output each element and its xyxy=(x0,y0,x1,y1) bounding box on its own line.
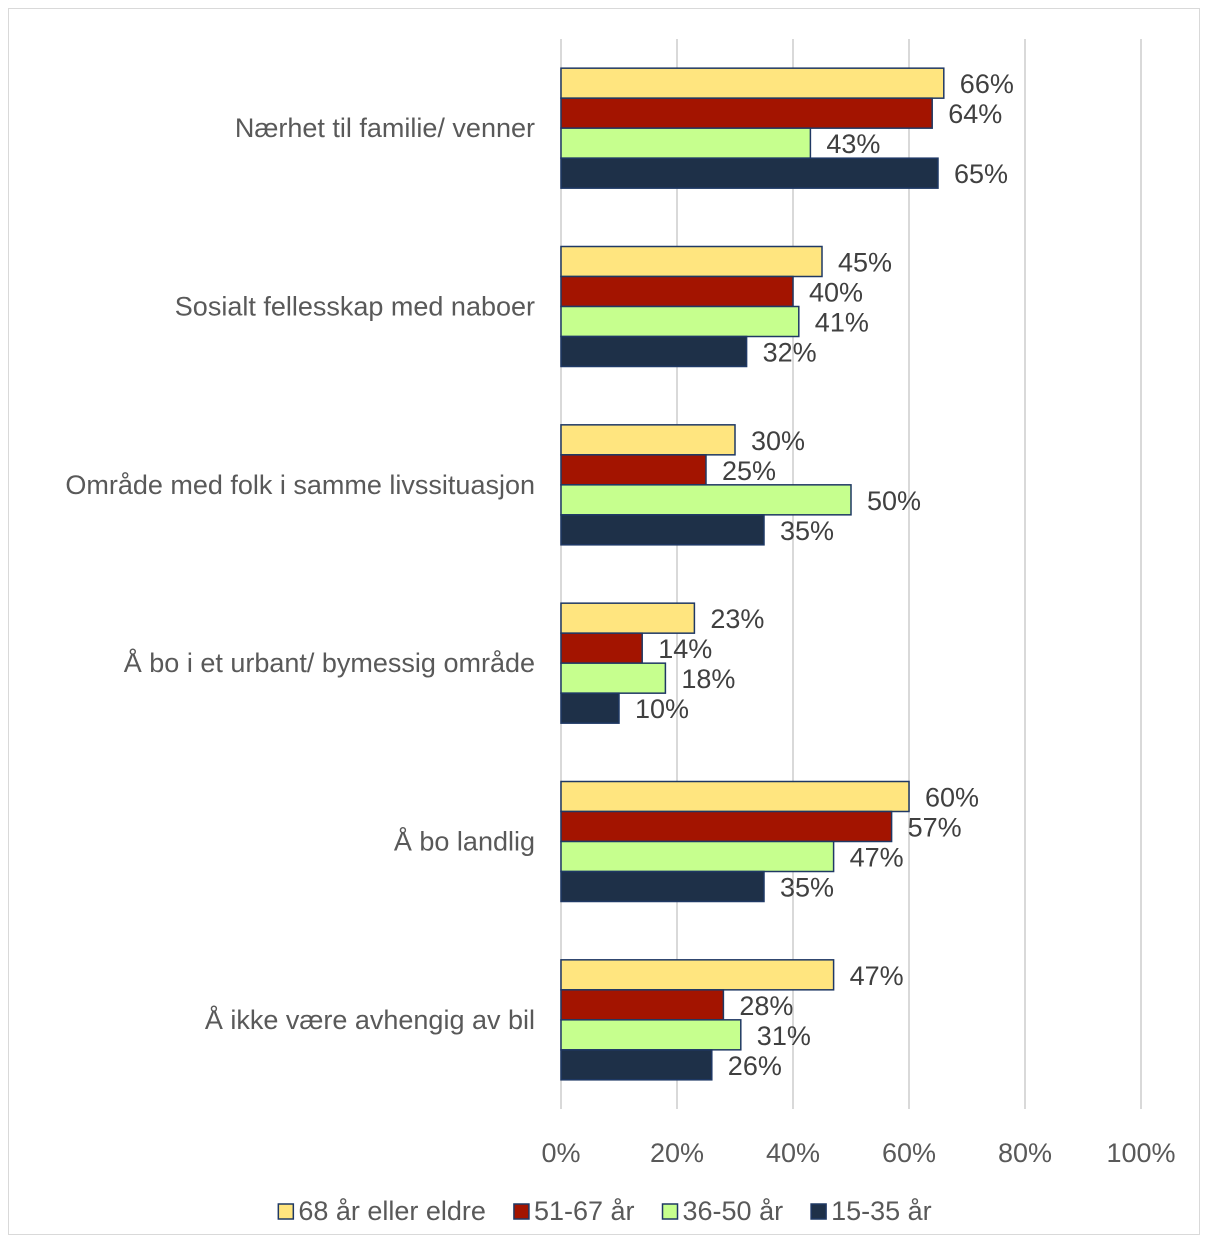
bar-15-35-ar xyxy=(560,157,939,189)
legend-swatch-68-ar-eller-eldre xyxy=(277,1203,295,1220)
bar-chart: 66%64%43%65%45%40%41%32%30%25%50%35%23%1… xyxy=(65,39,1176,1226)
bar-36-50-ar xyxy=(560,127,812,159)
x-tick-label: 20% xyxy=(650,1138,704,1168)
bar-36-50-ar xyxy=(560,484,852,516)
data-label: 35% xyxy=(780,873,834,903)
bar-15-35-ar xyxy=(560,514,765,546)
legend-swatch-36-50-ar xyxy=(661,1203,679,1220)
x-tick-label: 40% xyxy=(766,1138,820,1168)
category-label: Område med folk i samme livssituasjon xyxy=(65,470,535,500)
data-label: 18% xyxy=(681,664,735,694)
data-label: 31% xyxy=(757,1021,811,1051)
legend: 68 år eller eldre 51-67 år 36-50 år 15-35 å… xyxy=(277,1196,932,1226)
data-label: 64% xyxy=(948,99,1002,129)
legend-label: 68 år eller eldre xyxy=(298,1196,486,1226)
bar-68-ar-eller-eldre xyxy=(560,424,736,456)
data-label: 30% xyxy=(751,426,805,456)
bar-51-67-ar xyxy=(560,632,643,664)
data-label: 43% xyxy=(826,129,880,159)
bar-51-67-ar xyxy=(560,97,933,129)
data-label: 40% xyxy=(809,278,863,308)
data-labels: 66%64%43%65%45%40%41%32%30%25%50%35%23%1… xyxy=(635,69,1014,1081)
chart-frame: 66% 64% 43% 65% 45% 40% 41% 32% 30% 25% 50% 35% 23% 1… xyxy=(8,8,1200,1235)
category-label: Å ikke være avhengig av bil xyxy=(205,1004,535,1035)
bar-51-67-ar xyxy=(560,810,893,843)
category-label: Sosialt fellesskap med naboer xyxy=(175,292,535,322)
data-label: 50% xyxy=(867,486,921,516)
x-tick-label: 100% xyxy=(1106,1138,1175,1168)
legend-label: 15-35 år xyxy=(831,1196,932,1226)
data-label: 26% xyxy=(728,1051,782,1081)
category-label: Nærhet til familie/ venner xyxy=(235,113,535,143)
data-label: 23% xyxy=(710,604,764,634)
legend-label: 36-50 år xyxy=(683,1196,784,1226)
data-label: 65% xyxy=(954,159,1008,189)
data-label: 47% xyxy=(850,961,904,991)
legend-swatch-51-67-ar xyxy=(513,1203,530,1220)
data-label: 45% xyxy=(838,248,892,278)
data-label: 57% xyxy=(908,813,962,843)
bar-36-50-ar xyxy=(560,662,667,694)
bar-68-ar-eller-eldre xyxy=(560,245,823,278)
category-label: Å bo i et urbant/ bymessig område xyxy=(124,647,535,678)
bar-15-35-ar xyxy=(560,1049,713,1081)
category-label: Å bo landlig xyxy=(394,826,535,857)
bar-15-35-ar xyxy=(560,870,765,903)
bar-51-67-ar xyxy=(560,275,794,308)
data-label: 41% xyxy=(815,308,869,338)
data-label: 32% xyxy=(763,338,817,368)
legend-label: 51-67 år xyxy=(534,1196,635,1226)
bar-51-67-ar xyxy=(560,454,707,486)
legend-swatch-15-35-ar xyxy=(810,1203,827,1220)
data-label: 66% xyxy=(960,69,1014,99)
data-label: 60% xyxy=(925,783,979,813)
data-label: 25% xyxy=(722,456,776,486)
bar-68-ar-eller-eldre xyxy=(560,959,835,991)
bar-68-ar-eller-eldre xyxy=(560,602,696,634)
x-axis-ticks: 0% 20% 40% 60% 80% 100% xyxy=(541,1138,1175,1168)
data-label: 14% xyxy=(658,634,712,664)
bar-68-ar-eller-eldre xyxy=(560,780,910,813)
category-labels: Nærhet til familie/ venner Sosialt felles… xyxy=(65,113,535,1035)
bar-15-35-ar xyxy=(560,692,620,724)
bar-15-35-ar xyxy=(560,335,748,368)
bar-36-50-ar xyxy=(560,840,835,873)
bars xyxy=(560,67,945,1081)
bar-36-50-ar xyxy=(560,305,800,338)
data-label: 28% xyxy=(739,991,793,1021)
gridlines xyxy=(560,39,1142,1109)
bar-51-67-ar xyxy=(560,989,725,1021)
data-label: 47% xyxy=(850,843,904,873)
data-label: 10% xyxy=(635,694,689,724)
data-label: 35% xyxy=(780,516,834,546)
x-tick-label: 80% xyxy=(998,1138,1052,1168)
x-tick-label: 0% xyxy=(541,1138,580,1168)
bar-36-50-ar xyxy=(560,1019,742,1051)
bar-68-ar-eller-eldre xyxy=(560,67,945,99)
x-tick-label: 60% xyxy=(882,1138,936,1168)
